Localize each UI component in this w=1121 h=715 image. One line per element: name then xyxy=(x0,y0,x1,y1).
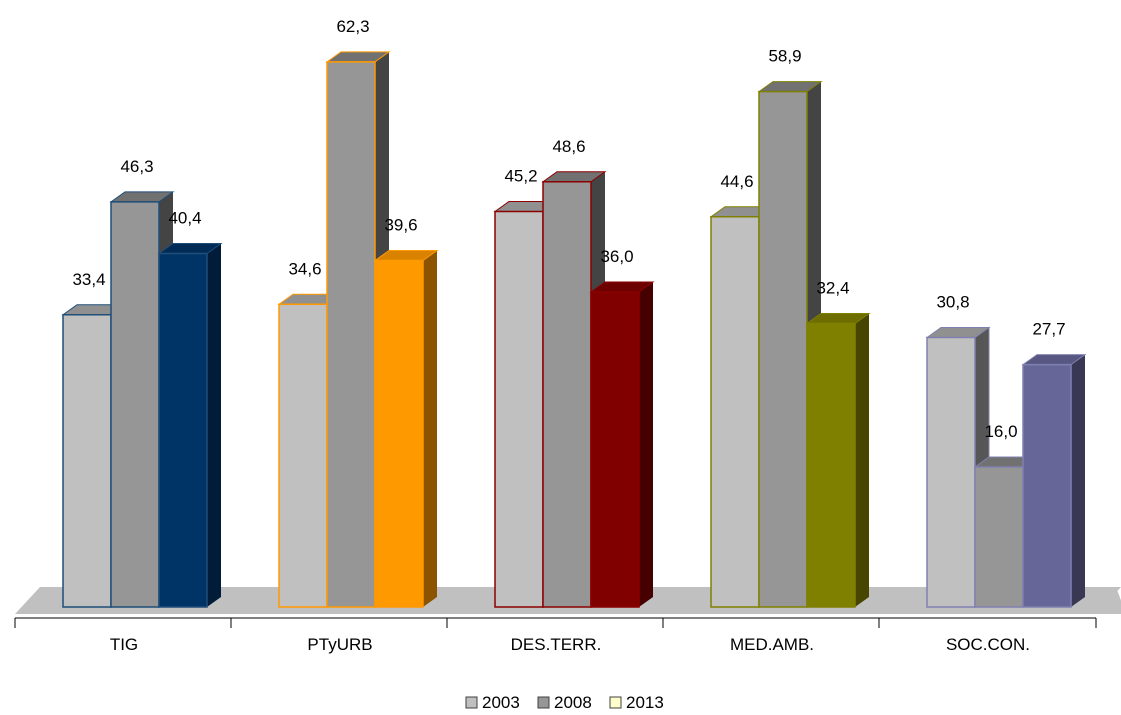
data-label: 30,8 xyxy=(936,293,969,312)
data-label: 34,6 xyxy=(288,259,321,278)
data-label: 46,3 xyxy=(120,157,153,176)
bar-side xyxy=(207,243,221,607)
category-label: PTyURB xyxy=(307,635,372,654)
bar-front xyxy=(1022,363,1072,608)
data-label: 62,3 xyxy=(336,17,369,36)
legend-item-2003: 2003 xyxy=(465,693,520,712)
bar-front xyxy=(710,216,760,608)
legend-swatch xyxy=(609,696,622,709)
data-label: 36,0 xyxy=(600,247,633,266)
legend-label: 2013 xyxy=(626,693,664,712)
category-label: TIG xyxy=(110,635,138,654)
data-label: 32,4 xyxy=(816,279,849,298)
category-label: SOC.CON. xyxy=(946,635,1030,654)
data-label: 33,4 xyxy=(72,270,105,289)
category-label: MED.AMB. xyxy=(730,635,814,654)
data-label: 45,2 xyxy=(504,167,537,186)
legend-swatch xyxy=(537,696,550,709)
bar-front xyxy=(278,303,328,608)
bar-front xyxy=(590,291,640,608)
bar-side xyxy=(855,313,869,607)
bar-front xyxy=(326,61,376,608)
data-label: 48,6 xyxy=(552,137,585,156)
bar-front xyxy=(158,252,208,608)
data-label: 16,0 xyxy=(984,422,1017,441)
bar-front xyxy=(110,201,160,608)
bar-side xyxy=(639,282,653,607)
bar-front xyxy=(542,181,592,608)
data-label: 27,7 xyxy=(1032,320,1065,339)
bar-front xyxy=(758,90,808,608)
bar-side xyxy=(1071,354,1085,607)
bar-front xyxy=(806,322,856,608)
bar-front xyxy=(974,466,1024,608)
bar-med-amb--2013 xyxy=(805,313,871,608)
category-label: DES.TERR. xyxy=(511,635,602,654)
bar-front xyxy=(494,210,544,608)
legend-item-2008: 2008 xyxy=(537,693,592,712)
legend-swatch xyxy=(465,696,478,709)
bar-tig-2013 xyxy=(157,243,223,608)
legend-label: 2008 xyxy=(554,693,592,712)
category-axis xyxy=(14,617,1097,628)
data-label: 39,6 xyxy=(384,216,417,235)
legend-item-2013: 2013 xyxy=(609,693,664,712)
bar-side xyxy=(423,250,437,607)
data-label: 44,6 xyxy=(720,172,753,191)
data-label: 40,4 xyxy=(168,209,201,228)
category-labels: TIG PTyURB DES.TERR. MED.AMB. SOC.CON. xyxy=(110,635,1030,654)
bar-ptyurb-2013 xyxy=(373,250,439,608)
legend: 2003 2008 2013 xyxy=(465,693,664,712)
data-label: 58,9 xyxy=(768,47,801,66)
bars xyxy=(61,51,1087,608)
legend-label: 2003 xyxy=(482,693,520,712)
bar-front xyxy=(62,314,112,608)
bar-soc-con--2013 xyxy=(1021,354,1087,608)
data-labels: 33,4 46,3 40,4 34,6 62,3 39,6 45,2 48,6 36,0 44,6… xyxy=(72,17,1065,441)
bar-front xyxy=(374,259,424,608)
bar-des-terr--2013 xyxy=(589,281,655,608)
bar-front xyxy=(926,336,976,608)
